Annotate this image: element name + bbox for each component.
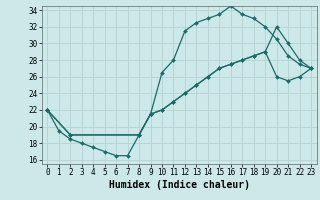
X-axis label: Humidex (Indice chaleur): Humidex (Indice chaleur) [109, 180, 250, 190]
